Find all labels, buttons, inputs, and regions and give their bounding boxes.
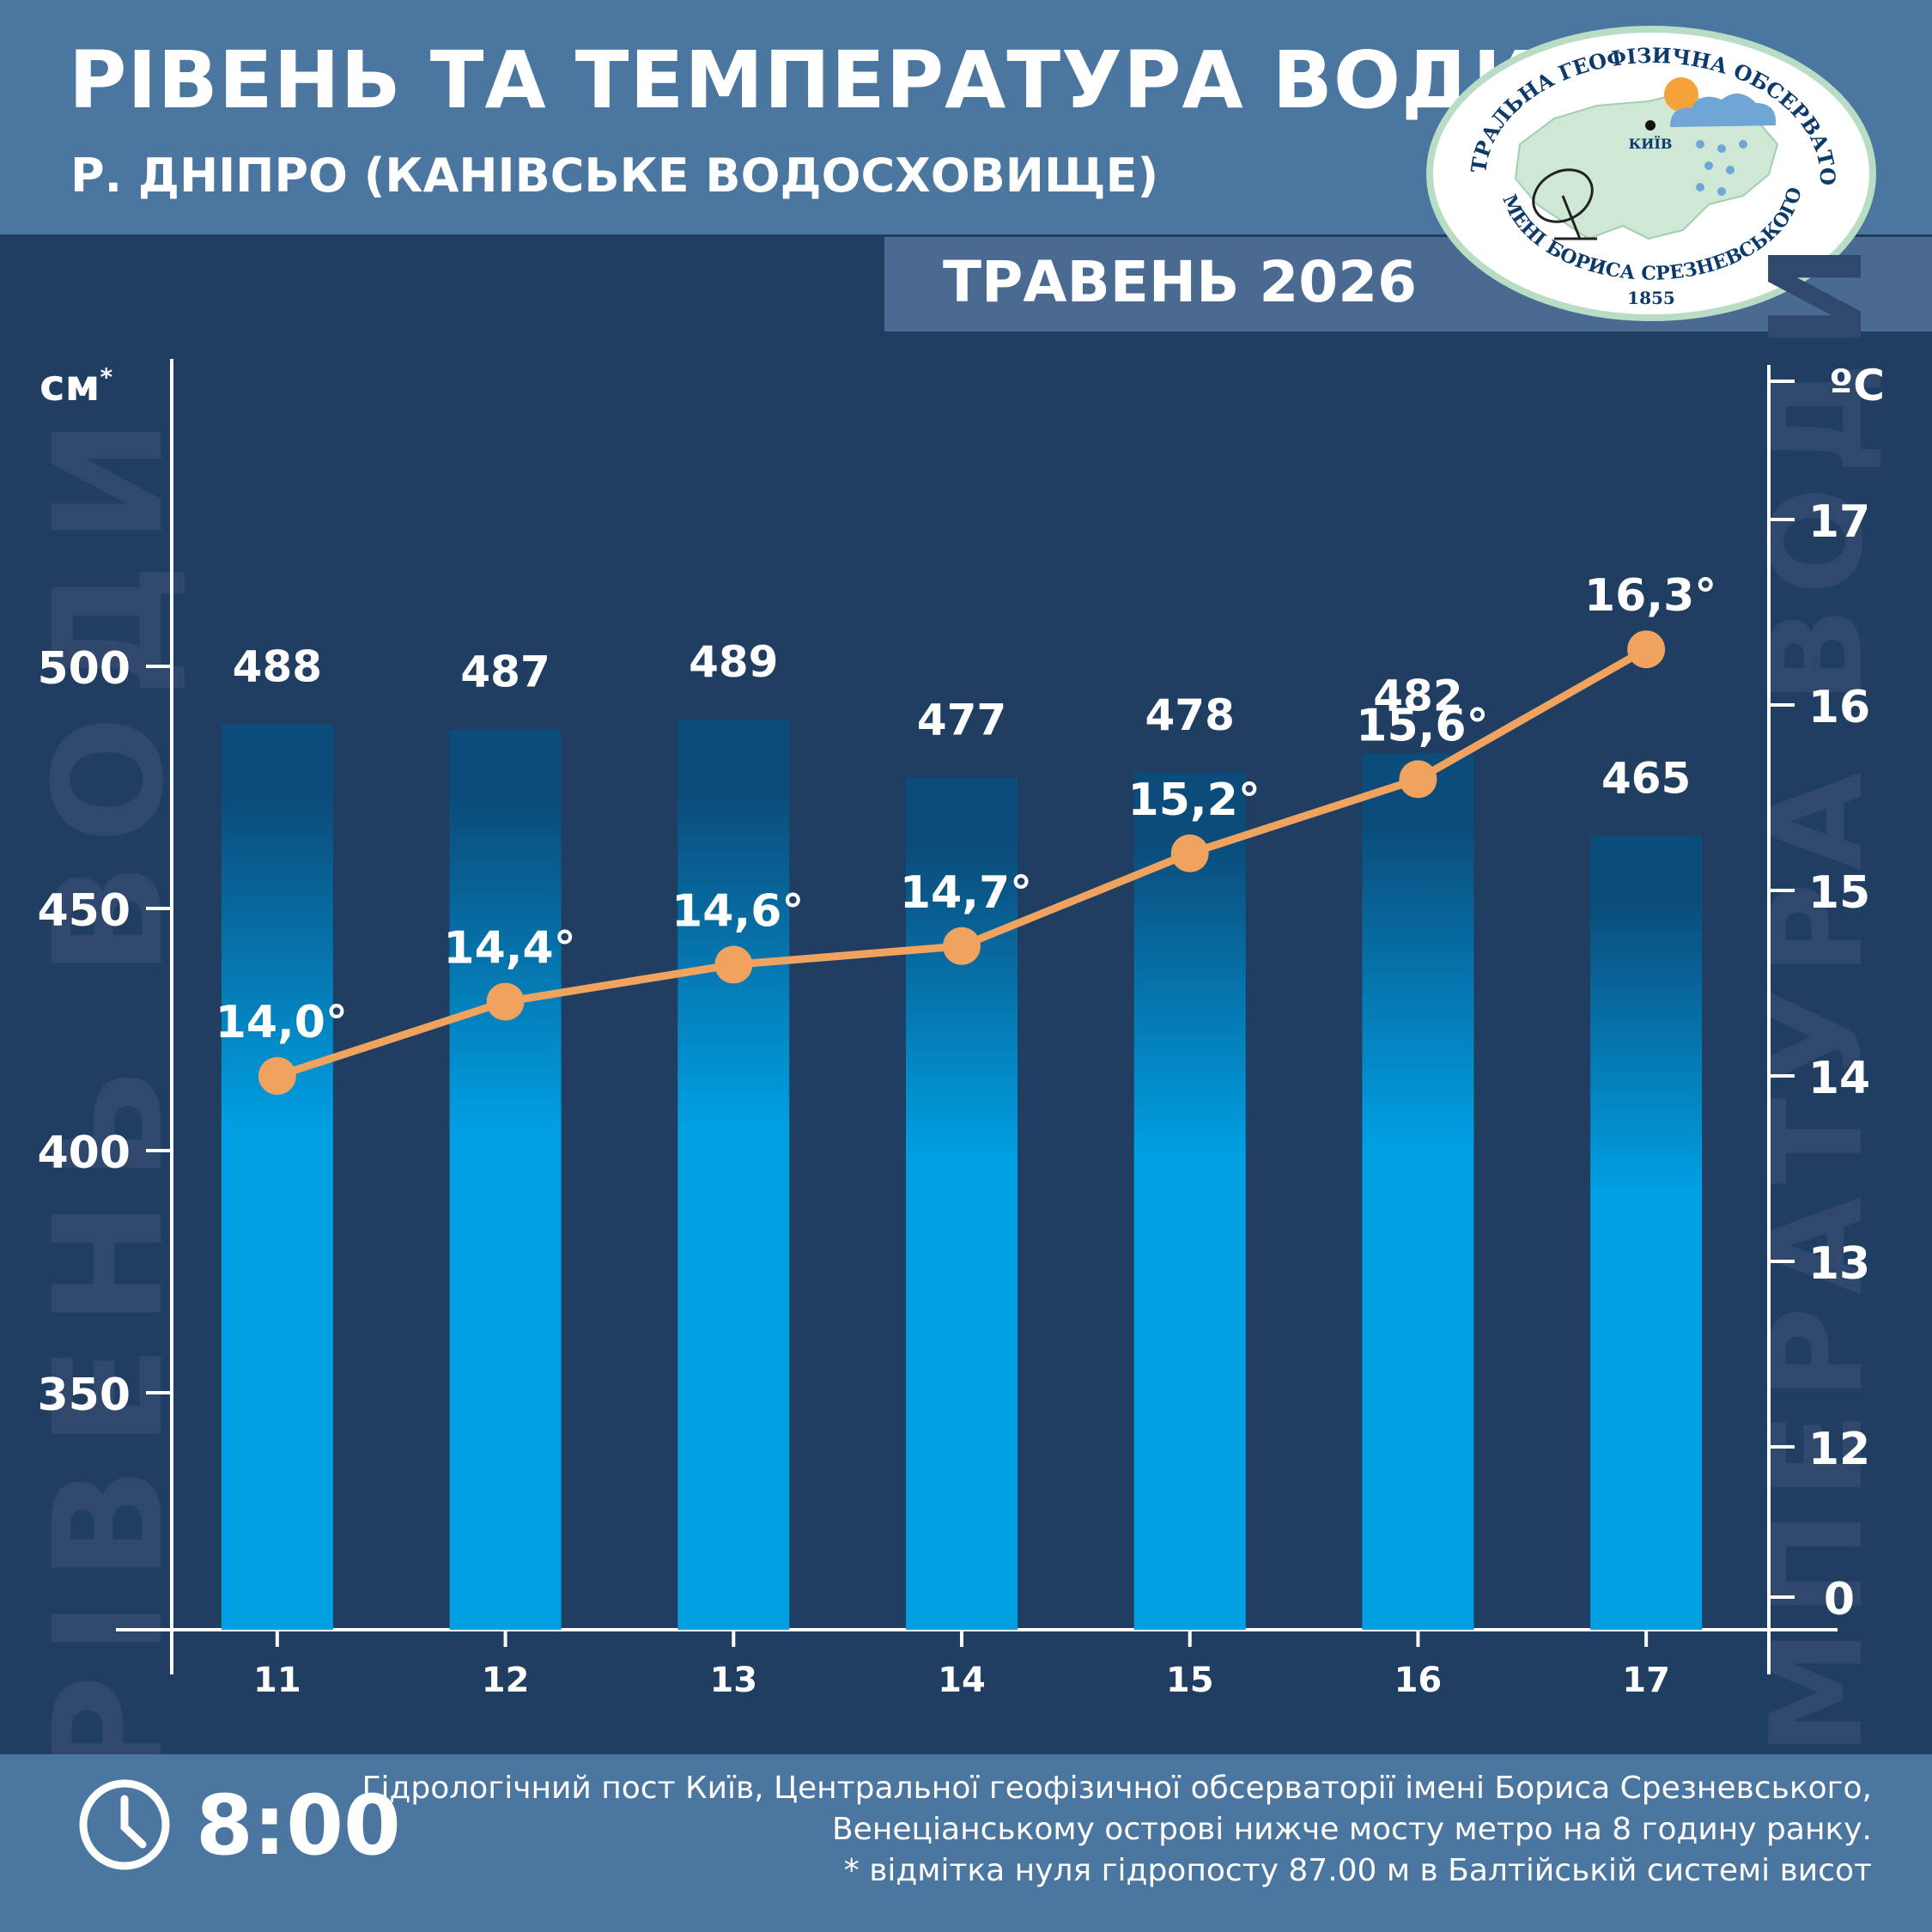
right-tick-label: 15 — [1808, 867, 1870, 919]
logo-year: 1855 — [1627, 288, 1675, 308]
temperature-point — [1170, 834, 1209, 872]
left-tick-label: 400 — [37, 1127, 131, 1179]
right-tick-label: 0 — [1824, 1574, 1855, 1625]
right-axis-unit: ºC — [1829, 361, 1885, 410]
level-bar — [1590, 835, 1703, 1630]
page-title: РІВЕНЬ ТА ТЕМПЕРАТУРА ВОДИ — [69, 34, 1540, 126]
page-subtitle: Р. ДНІПРО (КАНІВСЬКЕ ВОДОСХОВИЩЕ) — [70, 149, 1159, 203]
x-tick-label: 11 — [253, 1661, 301, 1700]
footer-note-1: Гідрологічний пост Київ, Центральної гео… — [361, 1771, 1872, 1806]
level-value-label: 489 — [689, 637, 778, 687]
level-bar — [906, 777, 1018, 1630]
month-label: ТРАВЕНЬ 2026 — [943, 249, 1418, 315]
x-tick-label: 16 — [1394, 1661, 1443, 1700]
x-tick-label: 15 — [1166, 1661, 1214, 1700]
level-value-label: 482 — [1373, 671, 1462, 721]
temperature-value-label: 14,4° — [443, 923, 575, 975]
rain-icon — [1696, 140, 1747, 196]
x-tick-label: 12 — [482, 1661, 530, 1700]
temperature-point — [486, 982, 525, 1021]
footer-note-2: Венеціанському острові нижче мосту метро… — [831, 1812, 1872, 1847]
right-tick-label: 12 — [1808, 1424, 1870, 1475]
temperature-point — [258, 1057, 296, 1095]
level-value-label: 487 — [460, 647, 550, 696]
temperature-value-label: 14,6° — [671, 885, 804, 937]
temperature-point — [1399, 760, 1437, 799]
temperature-point — [714, 945, 753, 984]
x-tick-label: 14 — [938, 1661, 986, 1700]
temperature-value-label: 14,0° — [216, 997, 348, 1048]
kyiv-dot — [1645, 120, 1656, 131]
level-bar — [449, 729, 562, 1630]
observatory-logo: КИЇВ ЦЕНТРАЛЬНА ГЕОФІЗИЧНА ОБСЕРВАТОРІЯ … — [1425, 24, 1876, 321]
level-value-label: 477 — [917, 696, 1006, 745]
left-tick-label: 450 — [37, 885, 131, 937]
level-value-label: 488 — [233, 642, 322, 692]
level-bar — [1362, 753, 1474, 1630]
temperature-point — [1627, 630, 1666, 669]
observation-time: 8:00 — [196, 1777, 401, 1874]
left-axis-unit: см* — [39, 361, 113, 410]
footer-band — [0, 1754, 1932, 1932]
temperature-point — [943, 927, 981, 965]
right-tick-label: 14 — [1808, 1053, 1870, 1104]
level-bar — [1133, 773, 1246, 1630]
right-tick-label: 17 — [1808, 496, 1870, 548]
temperature-value-label: 16,3° — [1584, 570, 1716, 622]
right-tick-label: 16 — [1808, 682, 1870, 733]
level-value-label: 478 — [1145, 690, 1235, 740]
temperature-value-label: 14,7° — [900, 867, 1032, 919]
left-tick-label: 350 — [37, 1370, 131, 1421]
left-tick-label: 500 — [37, 643, 131, 695]
sun-icon — [1664, 77, 1698, 112]
right-tick-label: 13 — [1808, 1238, 1870, 1290]
clock-icon — [79, 1779, 170, 1870]
temperature-value-label: 15,2° — [1128, 775, 1261, 826]
satellite-dish-icon — [1532, 168, 1597, 240]
x-tick-label: 17 — [1622, 1661, 1670, 1700]
temperature-value-label: 15,6° — [1356, 700, 1488, 751]
cloud-icon — [1670, 93, 1777, 127]
x-tick-label: 13 — [709, 1661, 757, 1700]
level-bar — [677, 720, 790, 1630]
level-bar — [221, 724, 333, 1631]
level-value-label: 465 — [1601, 753, 1691, 803]
logo-city: КИЇВ — [1629, 135, 1673, 152]
footer-note-3: * відмітка нуля гідропосту 87.00 м в Бал… — [843, 1853, 1872, 1888]
